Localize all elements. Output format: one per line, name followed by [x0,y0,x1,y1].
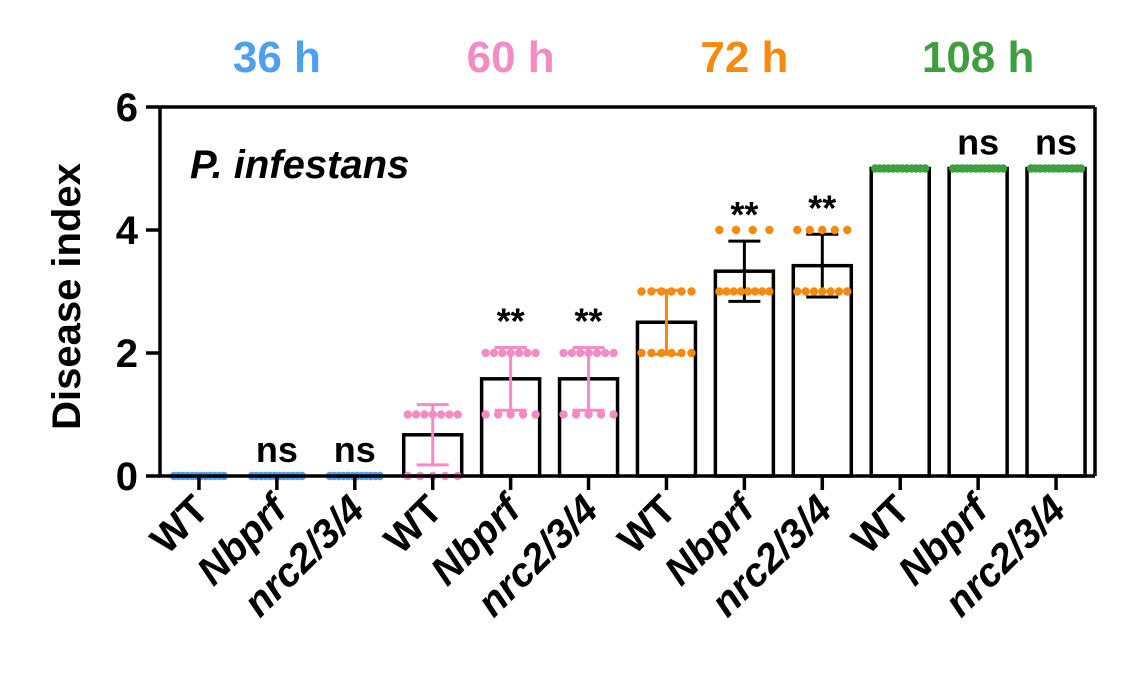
data-point [748,225,757,235]
data-point [736,287,746,296]
data-point [765,287,774,296]
data-point [809,287,819,296]
significance-label: ns [256,429,298,470]
data-point [506,410,515,419]
data-point [523,348,532,358]
data-point [1076,164,1086,173]
data-point [559,410,568,419]
data-point [436,410,446,419]
data-point [584,348,593,358]
data-point [571,410,581,419]
data-point [567,348,577,358]
group-header: 60 h [467,33,555,82]
significance-label: ** [497,300,525,341]
data-point [998,164,1008,173]
data-point [687,287,696,296]
data-point [687,348,696,358]
data-point [420,410,429,419]
y-tick-label: 2 [116,332,138,376]
group-header: 72 h [700,33,788,82]
bar [635,320,698,478]
data-point [818,287,827,296]
data-point [729,287,738,296]
significance-label: ** [808,187,836,228]
significance-label: ns [334,429,376,470]
data-point [750,287,760,296]
data-point [715,287,724,296]
significance-label: ** [575,300,603,341]
data-point [453,410,462,419]
data-point [765,225,774,235]
data-point [647,348,656,358]
data-point [657,348,666,358]
data-point [498,348,507,358]
data-point [843,287,852,296]
significance-label: ns [1035,122,1077,163]
data-point [493,410,503,419]
significance-label: ns [957,122,999,163]
data-point [576,348,585,358]
data-point [731,225,741,235]
data-point [793,225,802,235]
data-point [830,225,839,235]
data-point [647,287,656,296]
data-point [801,287,810,296]
data-point [531,348,540,358]
bar [1025,166,1087,478]
y-tick-label: 4 [116,209,139,253]
data-point [805,225,814,235]
data-point [531,410,540,419]
bar [869,166,931,478]
data-point [584,410,593,419]
data-point [609,348,618,358]
data-point [667,348,676,358]
data-point [677,348,686,358]
data-point [818,225,827,235]
data-point [445,410,454,419]
data-point [601,348,610,358]
data-point [637,287,646,296]
data-point [793,287,802,296]
data-point [667,287,676,296]
y-axis-label: Disease index [45,163,89,430]
data-point [506,348,515,358]
data-point [481,348,490,358]
data-point [559,348,568,358]
data-point [826,287,835,296]
data-point [637,348,646,358]
data-point [843,225,852,235]
data-point [834,287,844,296]
data-point [596,410,606,419]
data-point [758,287,767,296]
inset-label: P. infestans [190,143,409,187]
bar [791,263,854,478]
bar [947,166,1009,478]
y-tick-label: 0 [116,455,138,499]
data-point [428,410,437,419]
data-point [657,287,666,296]
data-point [403,410,412,419]
data-point [609,410,618,419]
y-tick-label: 6 [116,86,138,130]
data-point [722,287,731,296]
group-header: 36 h [233,33,321,82]
data-point [592,348,602,358]
data-point [743,287,753,296]
data-point [715,225,724,235]
data-point [514,348,524,358]
data-point [481,410,490,419]
data-point [518,410,528,419]
group-header: 108 h [922,33,1035,82]
significance-label: ** [730,194,758,235]
data-point [411,410,421,419]
data-point [677,287,686,296]
data-point [921,164,930,173]
data-point [489,348,499,358]
